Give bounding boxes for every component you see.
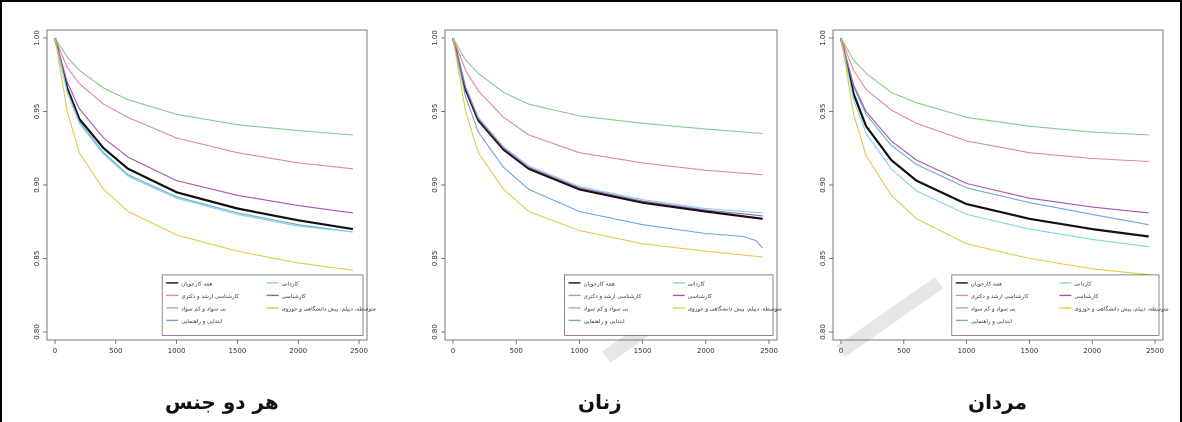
series-line <box>452 37 763 258</box>
legend-label: متوسطه، دیپلم، پیش دانشگاهی و حوزوی <box>1074 305 1168 312</box>
series-line <box>840 37 1149 276</box>
legend-label: متوسطه، دیپلم، پیش دانشگاهی و حوزوی <box>282 305 376 312</box>
series-line <box>54 37 353 271</box>
series-line <box>452 37 763 176</box>
series-line <box>452 37 763 217</box>
legend-label: ابتدایی و راهنمایی <box>584 319 626 325</box>
legend-box <box>951 274 1160 336</box>
series-line <box>840 37 1149 214</box>
chart-panel-2: 0 500 1000 1500 2000 2500 0.80 0.85 0.90 0.95 1.00… <box>431 29 782 355</box>
y-tick-label: 0.85 <box>33 251 41 267</box>
caption-men: مردان <box>968 390 1028 414</box>
legend-label: بی سواد و کم سواد <box>584 305 629 312</box>
y-tick-label: 1.00 <box>33 30 41 46</box>
x-tick-label: 2000 <box>289 347 307 355</box>
x-tick-label: 500 <box>897 347 910 355</box>
x-tick-label: 2000 <box>697 347 715 355</box>
series-line <box>451 37 763 220</box>
chart-panel-3: 0 500 1000 1500 2000 2500 0.80 0.85 0.90 0.95 1.00… <box>819 29 1169 355</box>
x-tick-label: 1500 <box>1020 347 1038 355</box>
y-tick-label: 0.95 <box>33 104 41 120</box>
legend-label: همه کارجویان <box>181 280 212 287</box>
frame-top-border <box>0 0 1182 2</box>
y-tick-label: 0.80 <box>33 324 41 340</box>
legend-label: کاردانی <box>1074 280 1091 287</box>
legend-label: کاردانی <box>282 280 299 287</box>
x-tick-label: 0 <box>451 347 455 355</box>
legend-label: ابتدایی و راهنمایی <box>971 319 1013 325</box>
x-tick-label: 0 <box>839 347 843 355</box>
frame-left-border <box>0 0 2 422</box>
chart-panel-1: 0 500 1000 1500 2000 2500 0.80 0.85 0.90 0.95 1.00… <box>33 29 376 355</box>
x-tick-label: 2500 <box>1146 347 1164 355</box>
caption-both-sexes: هر دو جنس <box>165 390 279 414</box>
legend-label: بی سواد و کم سواد <box>181 305 226 312</box>
y-tick-label: 0.85 <box>819 251 827 267</box>
legend-label: کارشناسی <box>688 293 712 300</box>
series-line <box>840 37 1149 163</box>
y-tick-label: 0.80 <box>819 324 827 340</box>
series-line <box>452 37 763 135</box>
y-tick-label: 0.80 <box>431 324 439 340</box>
y-tick-label: 0.90 <box>33 177 41 193</box>
x-tick-label: 0 <box>53 347 57 355</box>
y-tick-label: 0.95 <box>431 104 439 120</box>
legend-label: ابتدایی و راهنمایی <box>181 319 223 325</box>
series-line <box>452 37 764 249</box>
series-line <box>452 37 763 214</box>
legend-label: کارشناسی ارشد و دکتری <box>971 293 1029 300</box>
y-tick-label: 0.85 <box>431 251 439 267</box>
x-tick-label: 2500 <box>350 347 368 355</box>
x-tick-label: 1500 <box>228 347 246 355</box>
x-tick-label: 1000 <box>958 347 976 355</box>
y-tick-label: 0.90 <box>431 177 439 193</box>
legend-label: کارشناسی ارشد و دکتری <box>584 293 642 300</box>
y-tick-label: 1.00 <box>431 30 439 46</box>
series-line <box>840 37 1149 248</box>
series-line <box>54 37 353 233</box>
legend-box <box>564 274 774 336</box>
x-tick-label: 1000 <box>168 347 186 355</box>
legend-label: کاردانی <box>688 280 705 287</box>
series-line <box>840 37 1149 136</box>
legend-label: کارشناسی ارشد و دکتری <box>181 293 239 300</box>
series-line <box>840 37 1149 226</box>
legend-label: متوسطه، دیپلم، پیش دانشگاهی و حوزوی <box>688 305 782 312</box>
x-tick-label: 500 <box>510 347 523 355</box>
series-line <box>54 37 353 170</box>
x-tick-label: 1500 <box>634 347 652 355</box>
series-line <box>54 37 353 233</box>
caption-women: زنان <box>578 390 622 414</box>
y-tick-label: 1.00 <box>819 30 827 46</box>
x-tick-label: 2000 <box>1083 347 1101 355</box>
legend-label: همه کارجویان <box>971 280 1002 287</box>
y-tick-label: 0.90 <box>819 177 827 193</box>
legend-box <box>161 274 364 336</box>
x-tick-label: 500 <box>109 347 122 355</box>
frame-right-border <box>1180 0 1182 422</box>
legend-label: کارشناسی <box>282 293 306 300</box>
y-tick-label: 0.95 <box>819 104 827 120</box>
series-line <box>839 37 1149 238</box>
legend-label: کارشناسی <box>1074 293 1098 300</box>
series-line <box>53 37 354 231</box>
legend-label: همه کارجویان <box>584 280 615 287</box>
legend-label: بی سواد و کم سواد <box>971 305 1016 312</box>
x-tick-label: 1000 <box>570 347 588 355</box>
x-tick-label: 2500 <box>760 347 778 355</box>
series-line <box>54 37 353 214</box>
series-line <box>54 37 353 136</box>
